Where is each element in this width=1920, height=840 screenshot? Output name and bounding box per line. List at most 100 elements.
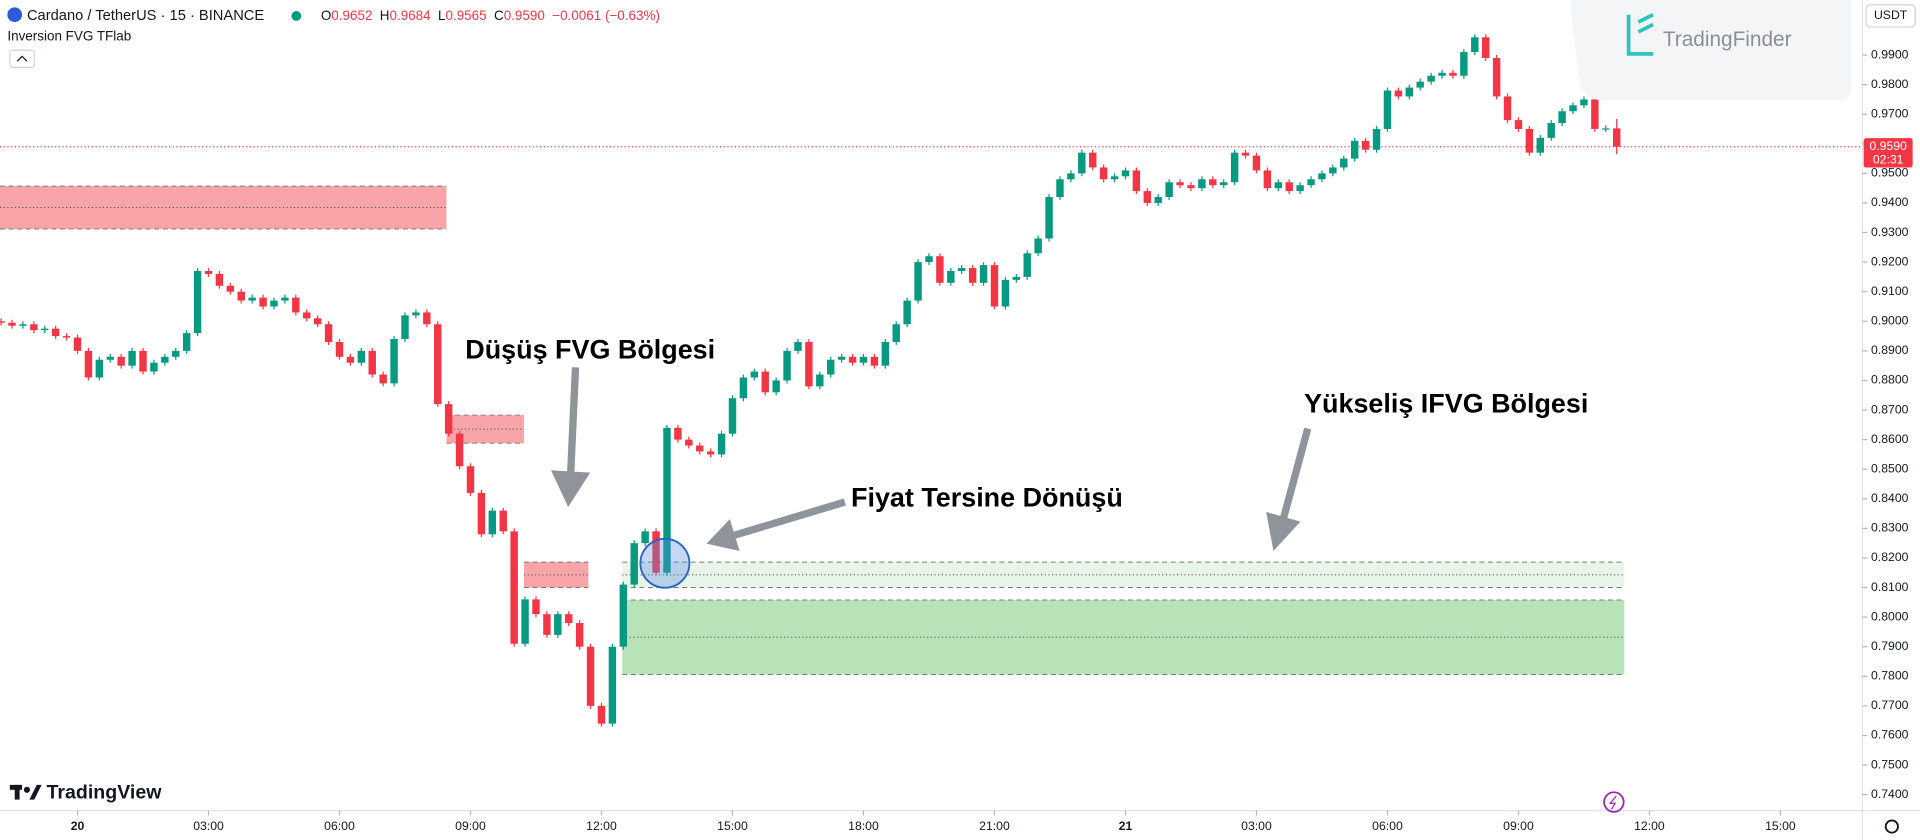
platform-name: TradingView [47,782,163,804]
candle-body [575,623,584,647]
y-tick-label: 0.7900 [1871,639,1909,653]
candle-body [1449,72,1457,76]
alert-icon[interactable] [1603,791,1625,813]
candle-body [958,268,966,271]
candle-body [106,356,114,360]
candle-body [1056,179,1064,198]
y-tick-label: 0.7600 [1871,728,1909,742]
candle-body [1558,111,1566,124]
candle-body [477,492,486,535]
candle-body [739,377,748,399]
candle-body [41,328,49,331]
symbol-icon [7,7,23,23]
x-tick-label: 06:00 [324,819,355,833]
y-tick-label: 0.8300 [1871,521,1909,535]
y-tick-label: 0.8000 [1871,609,1909,623]
x-tick-label: 12:00 [586,819,617,833]
candle-body [859,356,868,363]
candle-body [1416,81,1424,88]
collapse-button[interactable] [9,49,35,68]
market-status [291,11,302,21]
candle-body [1569,105,1577,112]
x-tick-label: 20 [71,819,85,833]
currency: USDT [1874,8,1908,22]
candle-body [1209,179,1217,186]
candle-body [685,439,693,446]
tradingview-logo [9,784,42,800]
candle-body [1023,253,1031,277]
y-tick-label: 0.8800 [1871,373,1909,387]
brand-name: TradingFinder [1663,28,1792,51]
candle-body [139,350,147,372]
candle-body [455,433,464,467]
candle-body [62,336,71,338]
candle-body [1296,185,1304,192]
candle-body [281,297,289,301]
candle-body [1285,182,1293,192]
candle-body [510,531,518,644]
candle-body [1580,99,1588,106]
y-tick-label: 0.9700 [1871,106,1909,120]
candle-body [608,646,617,724]
candle-body [335,341,344,357]
annotation: Fiyat Tersine Dönüşü [851,483,1123,513]
x-tick-label: 12:00 [1634,819,1665,833]
y-tick-label: 0.9800 [1871,77,1909,91]
candle-body [1536,137,1544,153]
last-price-box [1863,138,1913,168]
candle-body [1034,238,1042,254]
y-tick-label: 0.8600 [1871,432,1909,446]
x-tick-label: 09:00 [455,819,486,833]
candle-body [182,333,191,351]
candle-body [117,356,125,366]
y-tick-label: 0.9100 [1871,284,1909,298]
candle-body [1045,197,1053,239]
y-tick-label: 0.9000 [1871,314,1909,328]
candle-body [30,324,38,331]
candle-body [51,328,60,337]
candle-body [979,265,988,283]
candle-body [554,614,562,635]
candle-body [1350,140,1359,159]
y-tick-label: 0.9900 [1871,47,1909,61]
candle-body [783,350,791,381]
candle-body [870,356,879,366]
candle-body [1492,57,1501,97]
candle-body [128,350,136,366]
candle-body [1110,176,1119,180]
ohlc-value: 0.9652 [331,7,372,22]
candle-body [204,270,213,274]
alert-bolt [1608,795,1617,810]
brand-logo [1626,13,1654,56]
candle-body [1012,276,1021,280]
y-tick-label: 0.7400 [1871,787,1909,801]
candle-body [150,362,158,372]
currency-button[interactable] [1865,4,1916,28]
ohlc-value: 0.9565 [445,7,486,22]
brand-panel [1569,0,1852,101]
ohlc-value: 0.9590 [504,7,545,22]
candle-body [827,359,835,375]
candle-body [1230,152,1239,183]
last-price-label: 0.9590 [1869,139,1907,153]
candle-body [837,356,846,360]
settings-icon[interactable] [1884,819,1899,834]
candle-body [1340,158,1348,168]
candle-body [423,312,431,325]
candle-body [270,300,278,307]
candles [0,34,1621,727]
x-tick-label: 06:00 [1372,819,1403,833]
countdown: 02:31 [1873,152,1904,166]
candle-body [1078,152,1086,174]
candle-body [630,543,638,585]
candle-body [1241,152,1250,156]
x-tick-label: 21:00 [979,819,1010,833]
candle-body [794,341,802,351]
candle-body [903,300,911,325]
ohlc-key: O [321,7,331,22]
candle-body [565,614,573,624]
candle-body [619,584,628,647]
candle-body [215,273,224,286]
candle-body [772,380,780,393]
candle-body [532,599,540,615]
